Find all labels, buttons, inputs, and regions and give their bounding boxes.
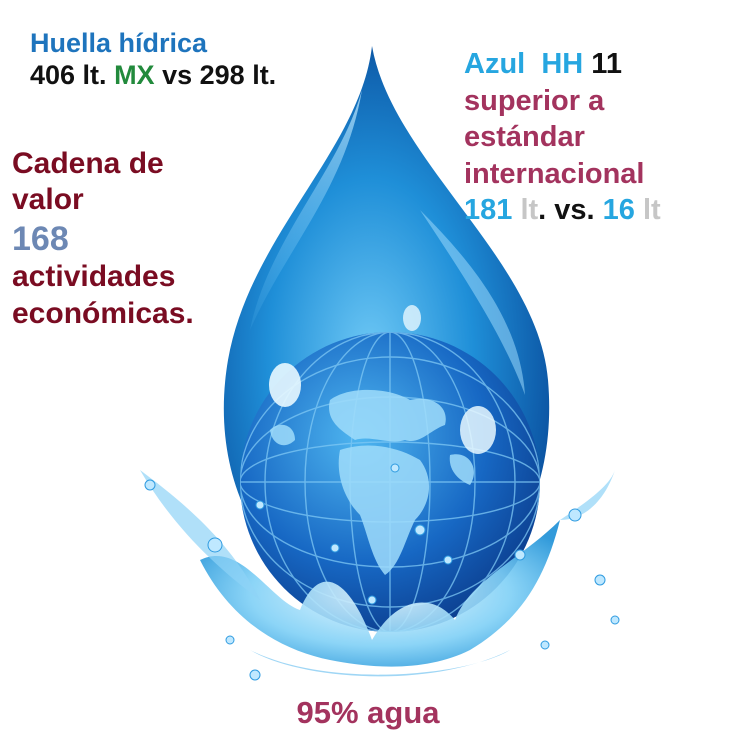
blue-footprint-comparison: 181 lt. vs. 16 lt (464, 192, 661, 229)
activities-count: 168 (12, 219, 69, 258)
blue-footprint-line-4: internacional (464, 157, 645, 190)
unit-lt-1: lt (520, 194, 539, 227)
globe (240, 332, 540, 632)
vs-separator: . vs. (538, 194, 595, 227)
hh-number: 11 (591, 48, 622, 80)
blue-footprint-heading: Azul HH 11 (464, 46, 661, 83)
value-chain-line-3: actividades (12, 260, 176, 294)
blue-footprint-block: Azul HH 11 superior a estándar internaci… (464, 46, 661, 229)
water-percentage-label: 95% agua (296, 695, 440, 730)
blue-footprint-line-3: estándar (464, 121, 585, 154)
value-chain-line-2: valor (12, 183, 84, 217)
blue-footprint-line-2: superior a (464, 84, 605, 117)
hh-label: HH (541, 48, 584, 80)
drop-highlight (250, 90, 362, 330)
water-footprint-comparison: 406 lt. MX vs 298 lt. (30, 59, 276, 91)
water-footprint-title: Huella hídrica (30, 28, 208, 58)
value-chain-block: Cadena de valor 168 actividades económic… (12, 146, 194, 332)
azul-label: Azul (464, 48, 526, 80)
water-footprint-block: Huella hídrica 406 lt. MX vs 298 lt. (30, 27, 276, 92)
unit-lt-2: lt (643, 194, 661, 227)
value-chain-line-1: Cadena de (12, 147, 164, 180)
vs-label: vs (162, 60, 193, 91)
value-16: 16 (602, 194, 635, 227)
water-splash (140, 463, 620, 681)
value-181: 181 (464, 194, 513, 227)
country-code: MX (114, 60, 155, 91)
value-chain-line-4: económicas. (12, 296, 194, 330)
water-footprint-value-other: 298 lt. (199, 60, 277, 91)
water-footprint-value-mx: 406 lt. (30, 60, 107, 91)
